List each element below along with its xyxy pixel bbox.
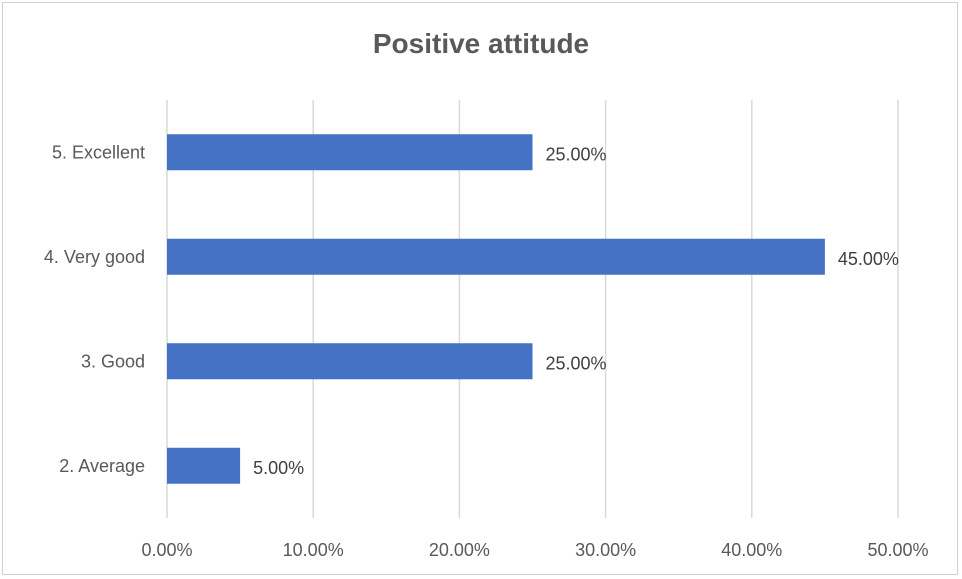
labels: 0.00% 10.00% 20.00% 30.00% 40.00% 50.00% 5. Ex… (44, 142, 929, 560)
category-label: 2. Average (59, 456, 145, 476)
bar (167, 343, 533, 380)
x-tick-label: 10.00% (283, 540, 344, 560)
bar (167, 134, 533, 171)
category-label: 4. Very good (44, 247, 145, 267)
bar (167, 447, 241, 484)
x-tick-label: 30.00% (575, 540, 636, 560)
x-tick-label: 0.00% (141, 540, 192, 560)
category-label: 5. Excellent (52, 142, 145, 162)
chart-title: Positive attitude (372, 28, 590, 59)
data-label: 25.00% (546, 353, 607, 373)
x-tick-label: 40.00% (721, 540, 782, 560)
bars (167, 134, 825, 484)
bar (167, 238, 825, 275)
data-label: 45.00% (838, 249, 899, 269)
data-label: 5.00% (253, 458, 304, 478)
x-tick-label: 20.00% (429, 540, 490, 560)
data-label: 25.00% (546, 144, 607, 164)
x-tick-label: 50.00% (867, 540, 928, 560)
category-label: 3. Good (81, 351, 145, 371)
